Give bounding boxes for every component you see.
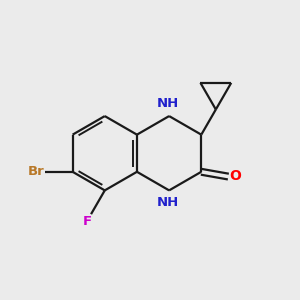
Text: O: O (230, 169, 242, 183)
Text: Br: Br (28, 165, 44, 178)
Text: NH: NH (156, 97, 178, 110)
Text: F: F (82, 215, 92, 228)
Text: NH: NH (156, 196, 178, 209)
